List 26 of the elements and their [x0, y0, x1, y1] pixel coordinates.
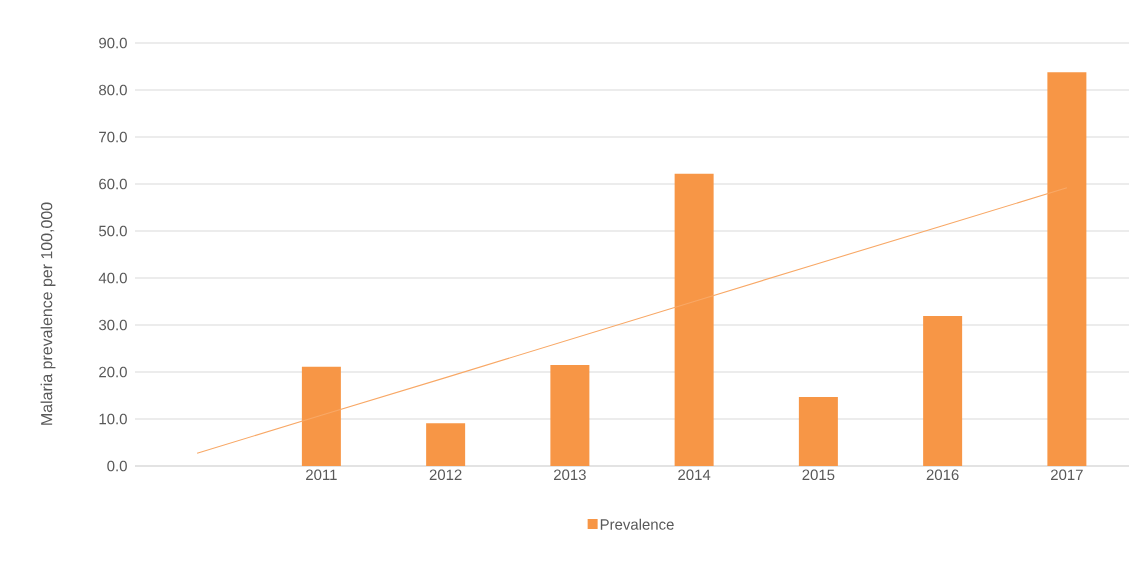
bar [674, 173, 714, 466]
x-tick-label: 2017 [1051, 469, 1083, 481]
y-tick-label: 80.0 [99, 84, 127, 96]
x-tick-label: 2013 [554, 469, 586, 481]
y-tick-label: 10.0 [99, 413, 127, 425]
legend-label: Prevalence [600, 518, 674, 530]
y-tick-label: 30.0 [98, 319, 127, 331]
bar [923, 316, 963, 466]
x-tick-label: 2015 [802, 469, 835, 481]
bar [550, 364, 590, 466]
y-tick-label: 20.0 [99, 366, 127, 378]
x-tick-label: 2016 [926, 469, 959, 481]
y-tick-label: 40.0 [98, 272, 127, 284]
y-tick-label: 60.0 [99, 178, 127, 190]
x-tick-label: 2014 [678, 469, 711, 481]
y-tick-label: 0.0 [107, 460, 127, 472]
bar [426, 423, 466, 466]
y-axis-title: Malaria prevalence per 100,000 [40, 202, 56, 425]
x-tick-label: 2011 [306, 469, 337, 481]
bar [1047, 72, 1087, 466]
y-tick-label: 50.0 [99, 225, 127, 237]
bar [798, 396, 838, 466]
bar [301, 366, 341, 466]
x-tick-label: 2012 [429, 469, 462, 481]
y-tick-label: 70.0 [99, 131, 127, 143]
y-tick-label: 90.0 [99, 37, 127, 49]
